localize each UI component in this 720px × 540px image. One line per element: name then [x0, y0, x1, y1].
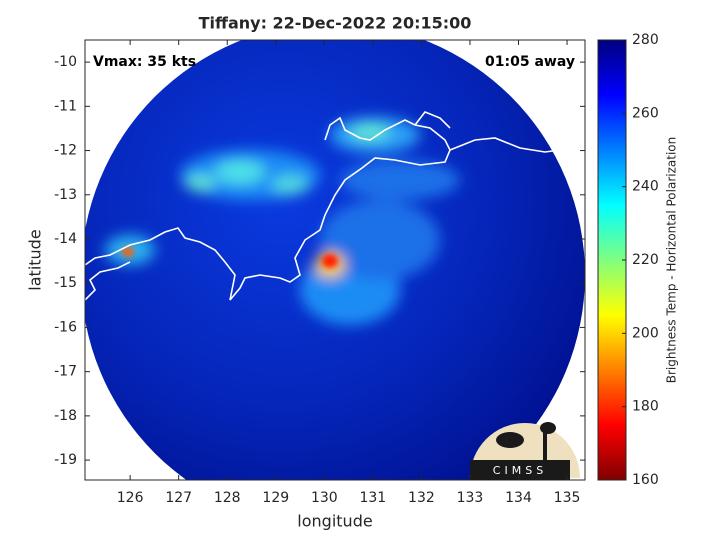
colorbar-tick-label: 180 [632, 399, 659, 415]
y-tick-label: -13 [54, 187, 77, 203]
y-tick-label: -16 [54, 319, 77, 335]
x-tick-label: 132 [408, 490, 435, 506]
x-tick-label: 130 [311, 490, 338, 506]
x-tick-label: 135 [554, 490, 581, 506]
satellite-image [85, 40, 585, 480]
y-tick-label: -14 [54, 231, 77, 247]
x-tick-label: 128 [214, 490, 241, 506]
plot-frame [84, 39, 586, 481]
annotation: 01:05 away [485, 54, 575, 70]
y-tick-label: -10 [54, 54, 77, 70]
annotation: Vmax: 35 kts [93, 54, 196, 70]
colorbar-tick-label: 280 [632, 32, 659, 48]
y-tick-label: -18 [54, 408, 77, 424]
y-tick-label: -19 [54, 452, 77, 468]
colorbar-tick-label: 200 [632, 325, 659, 341]
y-tick-label: -15 [54, 275, 77, 291]
x-tick-label: 131 [359, 490, 386, 506]
colorbar-tick-label: 240 [632, 179, 659, 195]
colorbar-tick-label: 220 [632, 252, 659, 268]
y-tick-label: -11 [54, 98, 77, 114]
colorbar-label: Brightness Temp - Horizontal Polarizatio… [665, 137, 679, 384]
x-tick-label: 129 [262, 490, 289, 506]
x-tick-label: 134 [505, 490, 532, 506]
x-tick-label: 133 [457, 490, 484, 506]
y-tick-label: -17 [54, 364, 77, 380]
cimss-logo: CIMSS [470, 422, 580, 480]
x-tick-label: 126 [117, 490, 144, 506]
x-axis-label: longitude [297, 512, 372, 531]
y-axis-label: latitude [26, 229, 45, 290]
colorbar [597, 39, 627, 481]
chart-title: Tiffany: 22-Dec-2022 20:15:00 [199, 14, 472, 33]
y-tick-label: -12 [54, 143, 77, 159]
x-tick-label: 127 [165, 490, 192, 506]
logo-text: CIMSS [493, 464, 547, 477]
colorbar-tick-label: 160 [632, 472, 659, 488]
colorbar-tick-label: 260 [632, 105, 659, 121]
